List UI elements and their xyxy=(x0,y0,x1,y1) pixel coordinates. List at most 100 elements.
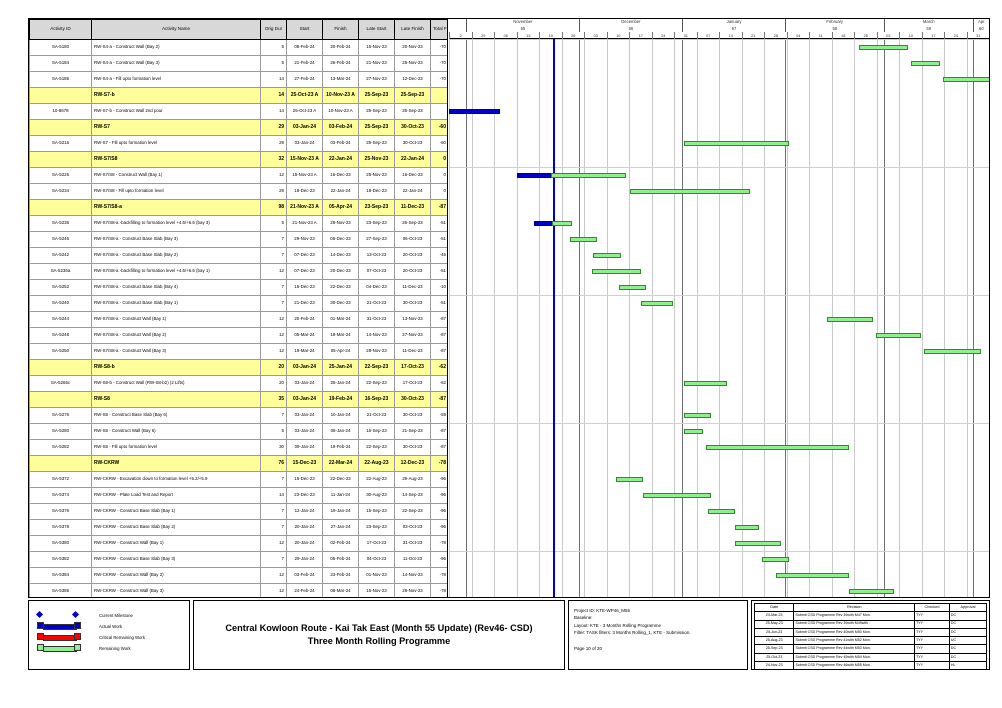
gantt-bar-row-31[interactable] xyxy=(735,540,782,546)
table-row[interactable]: SA-5234 RW-S7/S8 - Fill upto formation le… xyxy=(29,183,447,200)
gantt-bar-row-25[interactable] xyxy=(705,444,849,450)
gantt-bars-area[interactable] xyxy=(449,39,989,597)
summary-row[interactable]: RW-S7-b 14 25-Oct-23 A 10-Nov-23 A 25-Sep-23… xyxy=(29,87,447,104)
table-row[interactable]: SA-5374 RW-CKRW - Plate Load Test and Rep… xyxy=(29,487,447,504)
gantt-bar-row-8[interactable] xyxy=(551,172,626,178)
column-header-1[interactable]: Activity Name xyxy=(91,19,261,40)
table-row[interactable]: SA-5226 RW-S7/S8 - Construct Wall (Bay 1)… xyxy=(29,167,447,184)
cell-orig-dur: 14 xyxy=(260,487,287,504)
cell-finish: 02-Feb-24 xyxy=(322,535,359,552)
cell-finish: 20-Dec-23 xyxy=(322,263,359,280)
gantt-bar-row-12[interactable] xyxy=(569,236,597,242)
column-header-6[interactable]: Late Finish xyxy=(394,19,431,40)
table-row[interactable]: SA-5280 RW-S8 - Construct Wall (Bay 6) 5 03… xyxy=(29,423,447,440)
week-gridline-11 xyxy=(696,39,698,597)
gantt-bar-row-0[interactable] xyxy=(859,44,908,50)
cell-start: 23-Dec-23 xyxy=(286,487,323,504)
cell-orig-dur: 7 xyxy=(260,551,287,568)
week-gridline-0 xyxy=(449,39,450,597)
table-row[interactable]: SA-5386 RW-CKRW - Construct Wall (Bay 3) 1… xyxy=(29,583,447,597)
table-row[interactable]: SA-5236a RW-S7/S8-a -backfilling to forma… xyxy=(29,263,447,280)
table-row[interactable]: SA-5382 RW-CKRW - Construct Base Slab (Ba… xyxy=(29,551,447,568)
table-row[interactable]: SA-5244 RW-S7/S8-a - Construct Wall (Bay … xyxy=(29,311,447,328)
cell-activity-name: RW-S7/S8-a xyxy=(91,199,261,216)
gantt-bar-row-4[interactable] xyxy=(449,108,501,114)
gantt-bar-row-15[interactable] xyxy=(619,284,647,290)
legend-endcap-right xyxy=(74,644,81,651)
table-row[interactable]: SA-5250 RW-S7/S8-a - Construct Wall (Bay … xyxy=(29,343,447,360)
table-row[interactable]: SA-5276 RW-S8 - Construct Base Slab (Bay … xyxy=(29,407,447,424)
gantt-bar-row-8[interactable] xyxy=(517,172,552,178)
table-row[interactable]: SA-5378 RW-CKRW - Construct Base Slab (Ba… xyxy=(29,519,447,536)
table-row[interactable]: SA-5248 RW-S7/S8-a - Construct Wall (Bay … xyxy=(29,327,447,344)
table-row[interactable]: SA-5240 RW-S7/S8-a - Construct Base Slab … xyxy=(29,295,447,312)
activity-table[interactable]: Activity ID Activity Name Orig Dur Start Fin… xyxy=(29,19,448,597)
table-row[interactable]: SA-5246 RW-S7/S8-a - Construct Base Slab … xyxy=(29,231,447,248)
gantt-bar-row-1[interactable] xyxy=(910,60,941,66)
layout-label: Layout: KTE - 3 Months Rolling Programme xyxy=(574,622,662,628)
table-row[interactable]: 10-8678 RW-S7-b - Construct Wall 2nd pour… xyxy=(29,103,447,120)
summary-row[interactable]: RW-S7/S8 32 15-Nov-23 A 22-Jan-24 25-Nov-23 2… xyxy=(29,151,447,168)
table-row[interactable]: SA-5236 RW-S7/S8-a -backfilling to format… xyxy=(29,215,447,232)
gantt-bar-row-17[interactable] xyxy=(827,316,873,322)
gantt-bar-row-33[interactable] xyxy=(775,572,849,578)
cell-activity-name: RW-S8 xyxy=(91,391,261,408)
table-row[interactable]: SA-5252 RW-S7/S8-a - Construct Base Slab … xyxy=(29,279,447,296)
gantt-bar-row-9[interactable] xyxy=(629,188,751,194)
summary-row[interactable]: RW-S7/S8-a 98 21-Nov-23 A 05-Apr-24 23-Sep-2… xyxy=(29,199,447,216)
gantt-bar-row-2[interactable] xyxy=(943,76,989,82)
summary-row[interactable]: RW-CKRW 76 15-Dec-23 22-Mar-24 22-Aug-23 12-D… xyxy=(29,455,447,472)
week-label-60: 60 xyxy=(972,25,989,32)
gantt-area[interactable]: November December January February March Apr … xyxy=(449,19,989,597)
gantt-bar-row-24[interactable] xyxy=(683,428,703,434)
gantt-bar-row-18[interactable] xyxy=(875,332,922,338)
revision-cell: Submit CSD Programme Rev 41with M52 Mon. xyxy=(793,636,916,646)
gantt-bar-row-34[interactable] xyxy=(848,588,895,594)
cell-late-start: 30-Aug-23 xyxy=(358,487,395,504)
cell-start: 24-Feb-24 xyxy=(286,583,323,597)
gantt-bar-row-14[interactable] xyxy=(592,268,641,274)
week-gridline-10 xyxy=(674,39,675,597)
summary-row[interactable]: RW-S7 29 03-Jan-24 03-Feb-24 25-Sep-23 30-Oct… xyxy=(29,119,447,136)
table-row[interactable]: SA-5180 RW-S4-a - Construct Wall (Bay 2) 5… xyxy=(29,39,447,56)
summary-row[interactable]: RW-S8 35 03-Jan-24 19-Feb-24 16-Sep-23 30-Oct… xyxy=(29,391,447,408)
cell-activity-id: SA-5382 xyxy=(29,551,92,568)
table-row[interactable]: SA-5372 RW-CKRW - Excavation down to form… xyxy=(29,471,447,488)
gantt-bar-row-29[interactable] xyxy=(708,508,736,514)
column-header-7[interactable]: Total Float xyxy=(430,19,447,40)
column-header-3[interactable]: Start xyxy=(286,19,323,40)
cell-late-finish: 25-Sep-23 xyxy=(394,103,431,120)
gantt-bar-row-11[interactable] xyxy=(534,220,552,226)
column-header-0[interactable]: Activity ID xyxy=(29,19,92,40)
column-header-5[interactable]: Late Start xyxy=(358,19,395,40)
cell-activity-id: SA-5184 xyxy=(29,55,92,72)
table-row[interactable]: SA-5265c RW-S8-b - Construct Wall (RW-S8-… xyxy=(29,375,447,392)
gantt-bar-row-19[interactable] xyxy=(924,348,981,354)
gantt-bar-row-30[interactable] xyxy=(735,524,760,530)
revision-column-2: Checked xyxy=(914,602,950,613)
gantt-bar-row-32[interactable] xyxy=(762,556,790,562)
table-row[interactable]: SA-5384 RW-CKRW - Construct Wall (Bay 2) 1… xyxy=(29,567,447,584)
gantt-bar-row-28[interactable] xyxy=(643,492,711,498)
gantt-bar-row-6[interactable] xyxy=(683,140,790,146)
gantt-bar-row-21[interactable] xyxy=(683,380,728,386)
cell-total-float xyxy=(430,87,447,104)
today-line xyxy=(552,39,555,597)
summary-row[interactable]: RW-S8-b 20 03-Jan-24 25-Jan-24 22-Sep-23 17-O… xyxy=(29,359,447,376)
table-row[interactable]: SA-5242 RW-S7/S8-a - Construct Base Slab … xyxy=(29,247,447,264)
gantt-bar-row-11[interactable] xyxy=(551,220,573,226)
table-row[interactable]: SA-5186 RW-S4-a - Fill upto formation lev… xyxy=(29,71,447,88)
table-row[interactable]: SA-5216 RW-S7 - Fill upto formation level… xyxy=(29,135,447,152)
table-row[interactable]: SA-5184 RW-S4-a - Construct Wall (Bay 3) 5… xyxy=(29,55,447,72)
table-row[interactable]: SA-5376 RW-CKRW - Construct Base Slab (Ba… xyxy=(29,503,447,520)
gantt-bar-row-13[interactable] xyxy=(593,252,622,258)
gantt-bar-row-23[interactable] xyxy=(683,412,711,418)
column-header-4[interactable]: Finish xyxy=(322,19,359,40)
table-row[interactable]: SA-5380 RW-CKRW - Construct Wall (Bay 1) 1… xyxy=(29,535,447,552)
gantt-bar-row-16[interactable] xyxy=(640,300,674,306)
activity-grid: Activity ID Activity Name Orig Dur Start Fin… xyxy=(29,19,447,597)
gantt-bar-row-27[interactable] xyxy=(616,476,644,482)
column-header-2[interactable]: Orig Dur xyxy=(260,19,287,40)
day-tick-15: 04 xyxy=(786,32,810,39)
table-row[interactable]: SA-5282 RW-S8 - Fill upto formation level… xyxy=(29,439,447,456)
